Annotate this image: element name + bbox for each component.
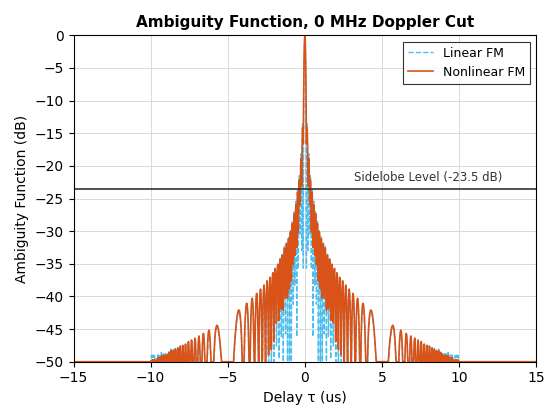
X-axis label: Delay τ (us): Delay τ (us) [263, 391, 347, 405]
Linear FM [366, 324, 372, 329]
Nonlinear FM [278, 283, 285, 288]
Linear FM [532, 359, 539, 364]
Line: Nonlinear FM: Nonlinear FM [73, 36, 536, 362]
Linear FM [301, 33, 308, 38]
Linear FM [526, 359, 533, 364]
Y-axis label: Ambiguity Function (dB): Ambiguity Function (dB) [15, 115, 29, 283]
Nonlinear FM [526, 359, 533, 364]
Linear FM [533, 359, 539, 364]
Title: Ambiguity Function, 0 MHz Doppler Cut: Ambiguity Function, 0 MHz Doppler Cut [136, 15, 474, 30]
Nonlinear FM [301, 33, 308, 38]
Nonlinear FM [70, 359, 77, 364]
Legend: Linear FM, Nonlinear FM: Linear FM, Nonlinear FM [403, 42, 530, 84]
Linear FM [472, 359, 479, 364]
Nonlinear FM [472, 359, 479, 364]
Nonlinear FM [533, 359, 539, 364]
Nonlinear FM [532, 359, 539, 364]
Nonlinear FM [485, 359, 492, 364]
Linear FM [70, 359, 77, 364]
Text: Sidelobe Level (-23.5 dB): Sidelobe Level (-23.5 dB) [354, 171, 502, 184]
Linear FM [485, 359, 492, 364]
Linear FM [278, 291, 285, 296]
Line: Linear FM: Linear FM [73, 36, 536, 362]
Nonlinear FM [366, 321, 372, 326]
